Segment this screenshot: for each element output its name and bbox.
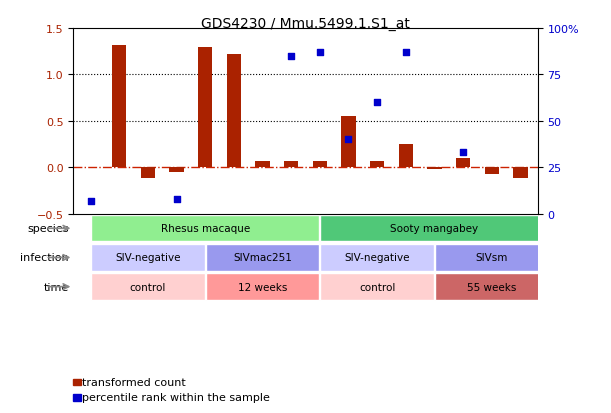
Point — [287, 53, 296, 60]
Point — [315, 50, 324, 56]
Text: SIVmac251: SIVmac251 — [233, 253, 292, 263]
Bar — [112, 45, 126, 168]
Bar — [169, 168, 184, 173]
Point — [343, 137, 353, 143]
Bar — [342, 117, 356, 168]
FancyBboxPatch shape — [206, 274, 320, 300]
FancyBboxPatch shape — [91, 245, 205, 271]
Point — [401, 50, 411, 56]
Point — [372, 100, 382, 106]
Bar — [456, 159, 470, 168]
Bar — [313, 161, 327, 168]
FancyBboxPatch shape — [320, 245, 434, 271]
Text: infection: infection — [20, 253, 68, 263]
Point — [86, 198, 95, 204]
Text: control: control — [130, 282, 166, 292]
Bar — [398, 145, 413, 168]
Text: SIV-negative: SIV-negative — [345, 253, 410, 263]
Bar — [227, 55, 241, 168]
Text: control: control — [359, 282, 395, 292]
FancyBboxPatch shape — [206, 245, 320, 271]
Text: 12 weeks: 12 weeks — [238, 282, 287, 292]
Bar — [485, 168, 499, 174]
Text: 55 weeks: 55 weeks — [467, 282, 516, 292]
FancyBboxPatch shape — [91, 274, 205, 300]
Bar — [513, 168, 528, 179]
Text: Rhesus macaque: Rhesus macaque — [161, 224, 250, 234]
Bar — [198, 47, 213, 168]
Bar — [255, 161, 269, 168]
Point — [487, 2, 497, 8]
Text: transformed count: transformed count — [82, 377, 186, 387]
FancyBboxPatch shape — [435, 274, 549, 300]
Text: SIVsm: SIVsm — [475, 253, 508, 263]
Text: percentile rank within the sample: percentile rank within the sample — [82, 392, 270, 402]
Bar — [141, 168, 155, 179]
Point — [172, 196, 181, 203]
Bar — [284, 161, 298, 168]
FancyBboxPatch shape — [435, 245, 549, 271]
Text: SIV-negative: SIV-negative — [115, 253, 181, 263]
Text: time: time — [43, 282, 68, 292]
Text: GDS4230 / Mmu.5499.1.S1_at: GDS4230 / Mmu.5499.1.S1_at — [201, 17, 410, 31]
Bar — [427, 168, 442, 170]
Text: Sooty mangabey: Sooty mangabey — [390, 224, 478, 234]
Bar — [370, 161, 384, 168]
FancyBboxPatch shape — [91, 216, 320, 242]
FancyBboxPatch shape — [320, 216, 549, 242]
Text: species: species — [27, 224, 68, 234]
Point — [458, 150, 468, 157]
FancyBboxPatch shape — [320, 274, 434, 300]
